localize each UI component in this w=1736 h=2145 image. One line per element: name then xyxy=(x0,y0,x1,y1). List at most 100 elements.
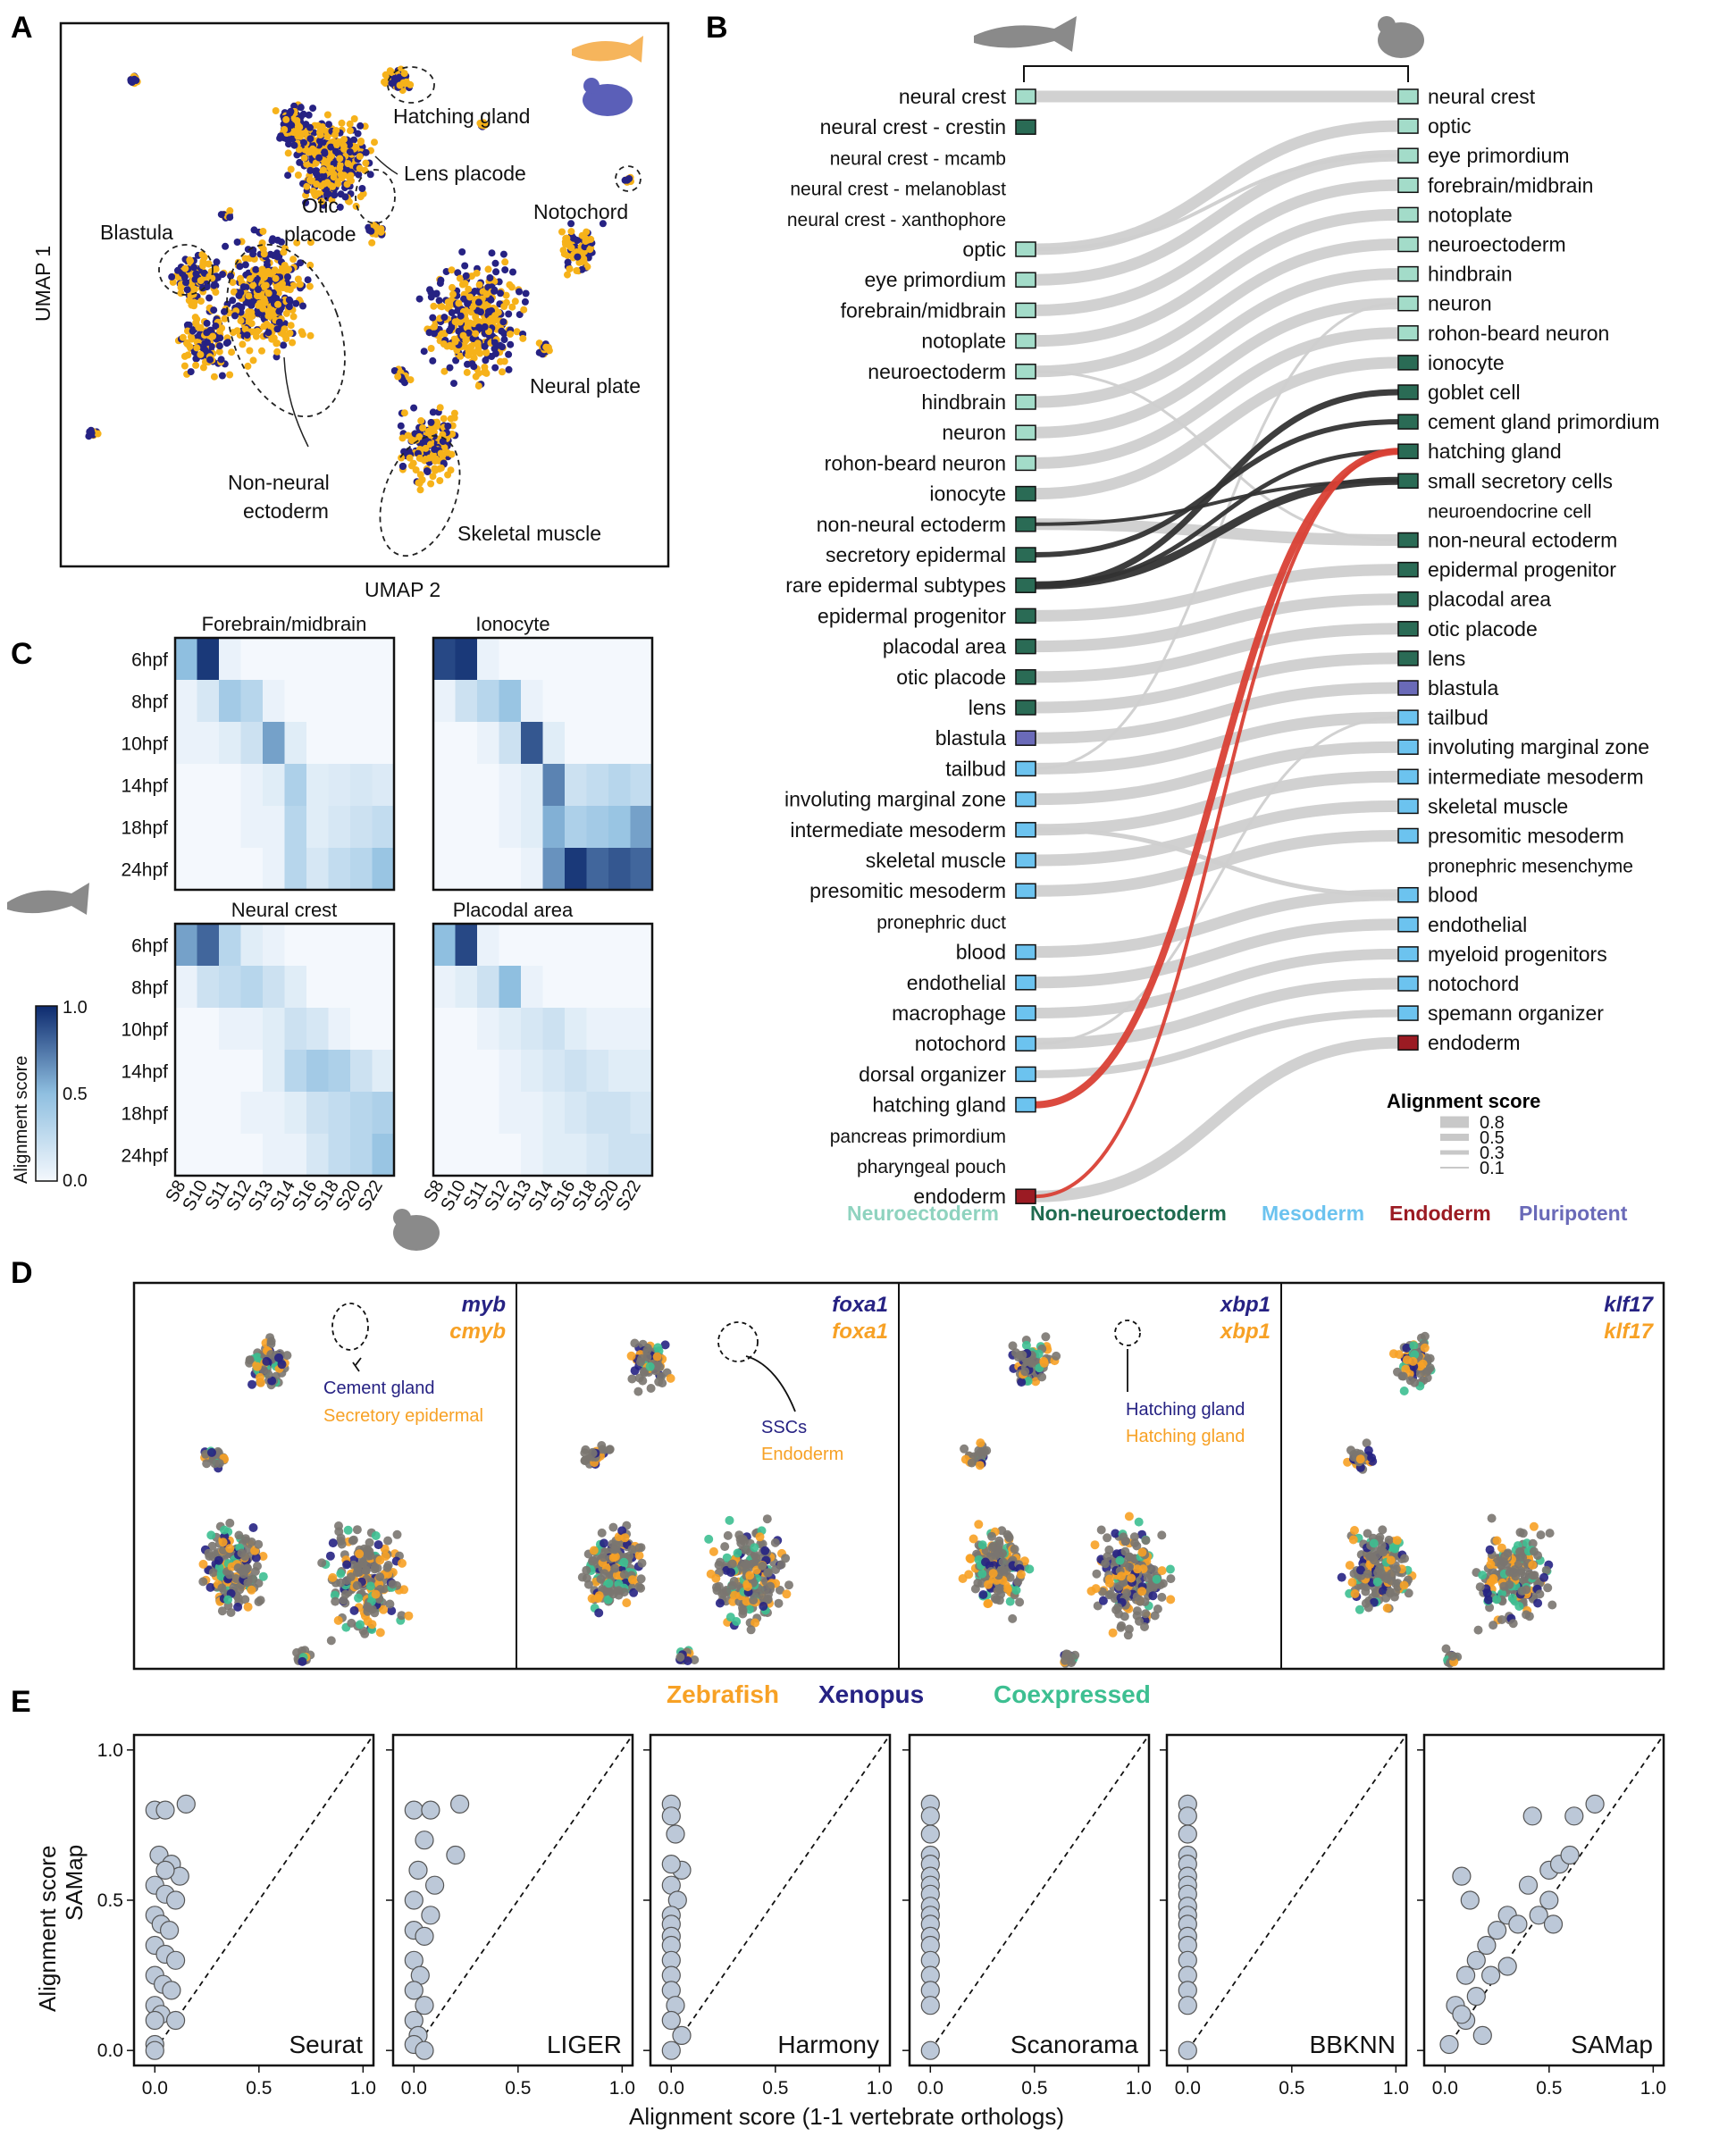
umap-point xyxy=(284,273,291,281)
gene-labels: myb cmyb foxa1 foxa1 xbp1 xbp1 klf17 klf… xyxy=(449,1293,1654,1344)
scatter-point xyxy=(1178,1824,1197,1844)
heatmap-cell xyxy=(608,966,631,1009)
expression-point xyxy=(1369,1538,1379,1548)
expression-point xyxy=(610,1545,620,1554)
heatmap-cell xyxy=(175,680,197,723)
expression-point xyxy=(225,1570,234,1579)
annotation-blastula: Blastula xyxy=(100,221,173,244)
umap-point xyxy=(485,307,493,315)
umap-point xyxy=(210,306,218,314)
zebrafish-node xyxy=(1015,302,1036,319)
umap-point xyxy=(293,239,301,247)
annotation-lens-placode: Lens placode xyxy=(404,162,526,185)
heatmap-cell xyxy=(263,722,285,765)
colorbar-tick-mid: 0.5 xyxy=(63,1085,88,1104)
umap-point xyxy=(212,323,220,330)
umap-point xyxy=(218,372,226,380)
umap-point xyxy=(573,267,581,274)
expression-point xyxy=(1027,1358,1036,1368)
expression-point xyxy=(654,1377,664,1387)
sankey-link xyxy=(1035,208,1399,348)
umap-point xyxy=(314,121,323,130)
umap-point xyxy=(431,465,439,473)
umap-point xyxy=(431,330,438,338)
heatmap-cell xyxy=(372,1134,395,1177)
xenopus-type-label: endoderm xyxy=(1428,1031,1521,1054)
scatter-point xyxy=(404,1981,424,2000)
expression-point xyxy=(653,1343,663,1353)
expression-point xyxy=(254,1597,264,1606)
expression-point xyxy=(328,1538,338,1548)
heatmap-title-placodal: Placodal area xyxy=(453,899,574,921)
scatter-point xyxy=(166,2010,186,2031)
expression-point xyxy=(739,1562,748,1571)
heatmap-cell xyxy=(521,1050,543,1093)
xenopus-type-label: hindbrain xyxy=(1428,263,1513,286)
heatmap-cell xyxy=(477,1008,499,1051)
scatter-point xyxy=(1529,1906,1548,1925)
heatmap-cell xyxy=(197,848,220,891)
heatmap-cell xyxy=(175,764,197,807)
panel-a-ylabel: UMAP 1 xyxy=(31,246,55,322)
scatter-point xyxy=(145,2010,164,2031)
scatter-point xyxy=(1455,1965,1476,1985)
expression-point xyxy=(1524,1612,1534,1621)
expression-point xyxy=(1492,1595,1502,1605)
expression-point xyxy=(237,1548,247,1558)
heatmap-cell xyxy=(284,1008,307,1051)
heatmap-cell xyxy=(542,848,566,891)
expression-point xyxy=(340,1589,350,1599)
heatmap-cell xyxy=(477,1050,499,1093)
annotation-notochord: Notochord xyxy=(533,200,628,223)
expression-point xyxy=(223,1595,233,1605)
scatter-point xyxy=(166,1890,186,1910)
expression-point xyxy=(1120,1612,1129,1621)
gene-xen-3: xbp1 xyxy=(1219,1293,1271,1317)
scatter-point xyxy=(415,1996,434,2015)
zebrafish-node xyxy=(1015,1096,1036,1113)
umap-point xyxy=(563,234,571,242)
heatmap-cell xyxy=(219,806,241,849)
scatter-point xyxy=(661,1806,681,1826)
heatmap-cell xyxy=(328,638,351,681)
expression-point xyxy=(763,1595,773,1605)
x-tick-label: 0.5 xyxy=(762,2078,788,2099)
legend-xenopus: Xenopus xyxy=(818,1680,924,1708)
scatter-point xyxy=(1178,1806,1197,1826)
umap-point xyxy=(435,297,443,305)
heatmap-cell xyxy=(175,1134,197,1177)
umap-point xyxy=(337,190,345,198)
panel-label-c: C xyxy=(11,637,33,671)
umap-point xyxy=(274,300,281,308)
zebrafish-type-label: endoderm xyxy=(913,1185,1006,1208)
expression-point xyxy=(987,1542,997,1552)
expression-point xyxy=(969,1534,978,1544)
umap-point xyxy=(273,249,281,257)
umap-point xyxy=(427,293,435,301)
umap-point xyxy=(312,167,320,175)
expression-point xyxy=(220,1525,229,1535)
umap-point xyxy=(488,249,496,257)
umap-point xyxy=(467,308,475,316)
diagonal-line xyxy=(413,1734,633,2051)
umap-point xyxy=(513,328,521,336)
expression-point xyxy=(217,1606,227,1616)
sankey-link xyxy=(1035,239,1399,378)
umap-point xyxy=(371,138,378,147)
heatmap-cell xyxy=(565,1008,587,1051)
panel-label-e: E xyxy=(11,1685,31,1719)
colorbar xyxy=(35,1005,58,1182)
xenopus-node xyxy=(1397,532,1419,549)
expression-point xyxy=(1485,1545,1495,1554)
heatmap-cell xyxy=(565,764,587,807)
xenopus-node xyxy=(1397,768,1419,785)
umap-point xyxy=(182,279,189,287)
xenopus-node xyxy=(1397,827,1419,844)
umap-point xyxy=(303,160,311,168)
umap-point xyxy=(448,309,456,316)
umap-point xyxy=(221,307,228,315)
heatmap-cell xyxy=(284,924,307,967)
expression-point xyxy=(1152,1574,1162,1584)
umap-point xyxy=(249,297,257,306)
umap-point xyxy=(398,434,407,442)
